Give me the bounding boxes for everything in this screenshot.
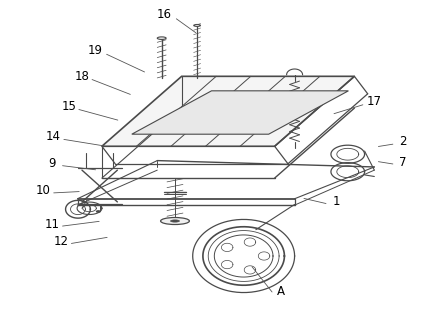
- Text: 12: 12: [54, 235, 69, 248]
- Text: 2: 2: [400, 135, 407, 148]
- Text: 1: 1: [333, 196, 340, 208]
- Ellipse shape: [194, 24, 200, 26]
- Text: 9: 9: [49, 157, 56, 169]
- Text: 10: 10: [36, 184, 51, 197]
- Text: 11: 11: [45, 218, 60, 231]
- Text: 19: 19: [88, 45, 103, 57]
- Text: 7: 7: [400, 156, 407, 169]
- Text: 14: 14: [46, 130, 61, 143]
- Ellipse shape: [157, 37, 166, 39]
- Text: 15: 15: [61, 100, 76, 113]
- Ellipse shape: [97, 211, 100, 212]
- Text: A: A: [277, 286, 285, 298]
- Ellipse shape: [171, 220, 179, 222]
- Text: 18: 18: [74, 70, 89, 83]
- Text: 17: 17: [367, 95, 382, 108]
- Ellipse shape: [160, 218, 190, 225]
- Polygon shape: [102, 76, 354, 146]
- Text: 16: 16: [156, 8, 171, 21]
- Polygon shape: [132, 91, 348, 134]
